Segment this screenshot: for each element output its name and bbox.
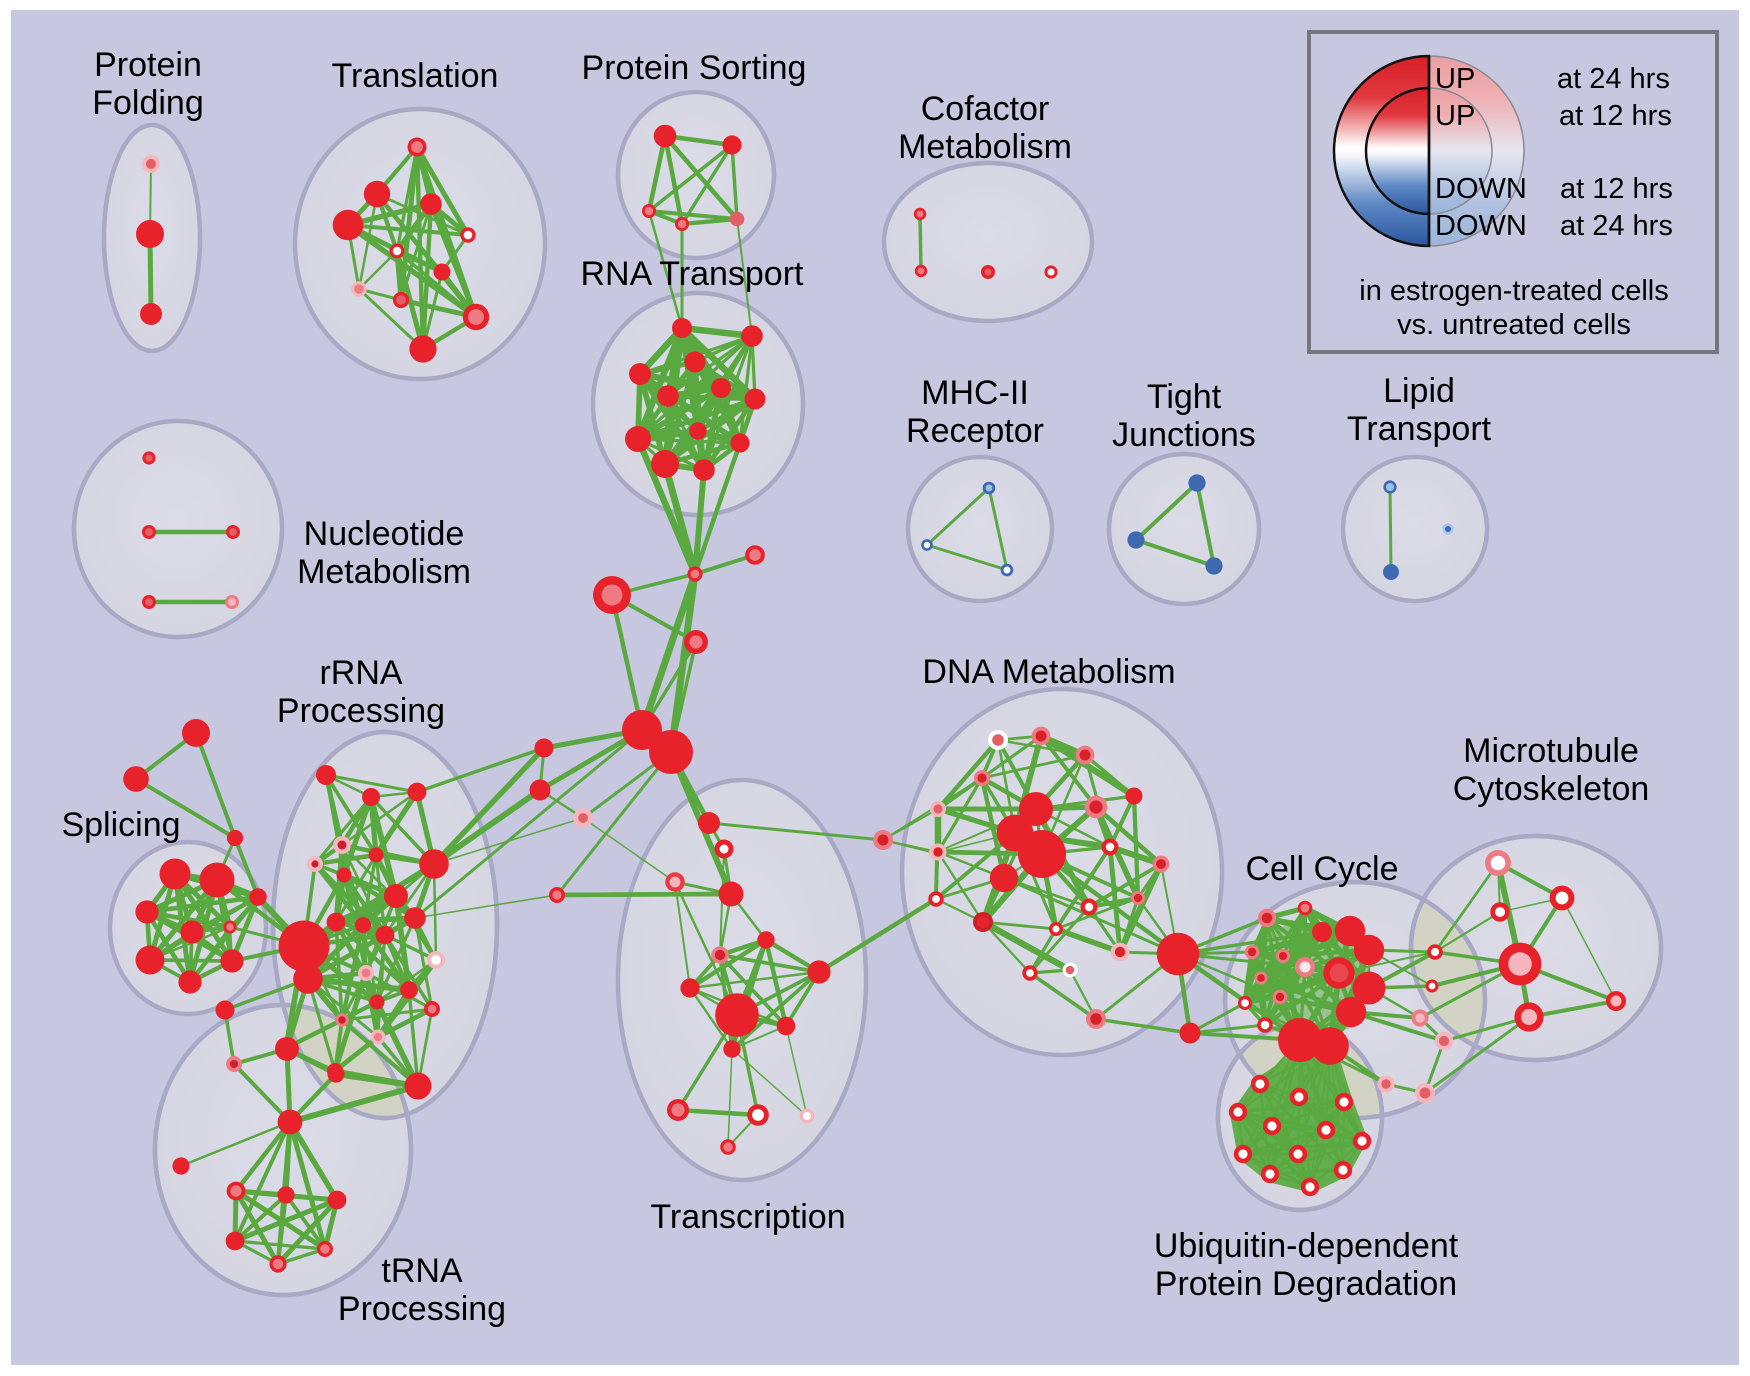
svg-text:UP: UP [1435,100,1475,132]
svg-text:Protein: Protein [94,46,202,84]
svg-text:at 12 hrs: at 12 hrs [1560,173,1673,205]
svg-text:DOWN: DOWN [1435,210,1527,242]
svg-text:Folding: Folding [92,84,204,122]
svg-text:DNA Metabolism: DNA Metabolism [922,653,1175,691]
svg-text:Receptor: Receptor [906,412,1044,450]
svg-text:in estrogen-treated cells: in estrogen-treated cells [1359,275,1669,307]
svg-text:Metabolism: Metabolism [898,128,1072,166]
svg-text:at 24 hrs: at 24 hrs [1557,63,1670,95]
svg-text:vs. untreated cells: vs. untreated cells [1397,309,1631,341]
svg-text:at 12 hrs: at 12 hrs [1559,100,1672,132]
svg-text:Protein Degradation: Protein Degradation [1155,1265,1457,1303]
svg-text:RNA Transport: RNA Transport [581,255,805,293]
svg-text:Protein Sorting: Protein Sorting [582,49,807,87]
svg-text:at 24 hrs: at 24 hrs [1560,210,1673,242]
svg-text:tRNA: tRNA [381,1252,463,1290]
svg-text:Cytoskeleton: Cytoskeleton [1453,770,1650,808]
svg-text:Microtubule: Microtubule [1463,732,1639,770]
svg-text:Metabolism: Metabolism [297,553,471,591]
svg-text:Cell Cycle: Cell Cycle [1245,850,1398,888]
svg-text:MHC-II: MHC-II [921,374,1029,412]
svg-text:Cofactor: Cofactor [921,90,1050,128]
svg-text:Processing: Processing [338,1290,506,1328]
svg-text:Ubiquitin-dependent: Ubiquitin-dependent [1154,1227,1459,1265]
svg-text:UP: UP [1435,63,1475,95]
svg-text:Splicing: Splicing [61,806,180,844]
svg-text:rRNA: rRNA [319,654,402,692]
svg-text:Translation: Translation [332,57,499,95]
svg-text:Tight: Tight [1147,378,1222,416]
svg-text:DOWN: DOWN [1435,173,1527,205]
svg-text:Lipid: Lipid [1383,372,1455,410]
svg-text:Transport: Transport [1347,410,1492,448]
svg-text:Junctions: Junctions [1112,416,1256,454]
svg-text:Processing: Processing [277,692,445,730]
svg-text:Transcription: Transcription [650,1198,845,1236]
svg-text:Nucleotide: Nucleotide [304,515,465,553]
